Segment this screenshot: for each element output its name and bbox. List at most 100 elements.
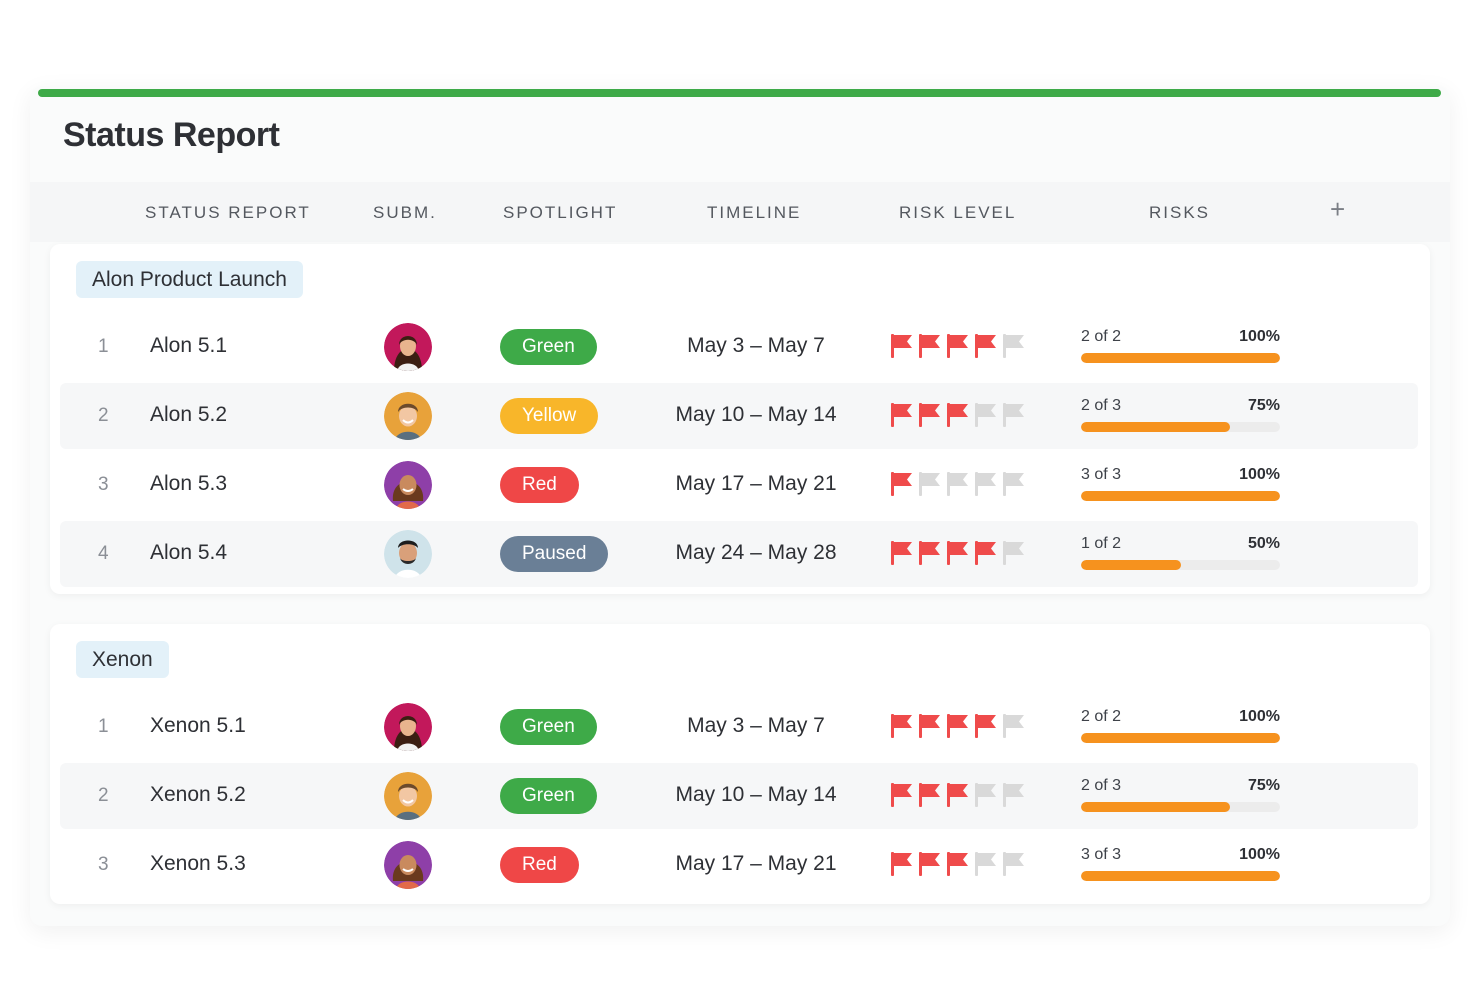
flag-icon bbox=[974, 402, 998, 428]
column-header-timeline[interactable]: TIMELINE bbox=[707, 203, 802, 222]
timeline-range[interactable]: May 3 – May 7 bbox=[687, 334, 825, 357]
timeline-range[interactable]: May 10 – May 14 bbox=[675, 783, 837, 806]
add-column-button[interactable]: + bbox=[1330, 194, 1346, 224]
status-report-name[interactable]: Xenon 5.1 bbox=[150, 714, 246, 737]
flag-icon bbox=[974, 471, 998, 497]
flag-icon bbox=[890, 333, 914, 359]
flag-icon bbox=[890, 851, 914, 877]
flag-icon bbox=[946, 782, 970, 808]
flag-icon bbox=[890, 713, 914, 739]
risk-level-flags[interactable] bbox=[890, 471, 1030, 497]
avatar-woman-1[interactable] bbox=[384, 703, 432, 751]
group-label[interactable]: Alon Product Launch bbox=[76, 261, 303, 298]
status-report-name[interactable]: Alon 5.3 bbox=[150, 472, 228, 495]
risk-level-flags[interactable] bbox=[890, 333, 1030, 359]
timeline-range[interactable]: May 10 – May 14 bbox=[675, 403, 837, 426]
flag-icon bbox=[1002, 471, 1026, 497]
timeline-range[interactable]: May 17 – May 21 bbox=[675, 472, 837, 495]
table-row[interactable]: 3 Xenon 5.3 Red May 17 – May 21 3 of 3 100% bbox=[60, 832, 1418, 898]
spotlight-status-badge[interactable]: Green bbox=[500, 709, 597, 745]
risks-count: 2 of 3 bbox=[1081, 777, 1122, 794]
table-row[interactable]: 2 Alon 5.2 Yellow May 10 – May 14 2 of 3 75% bbox=[60, 383, 1418, 449]
avatar-man-1[interactable] bbox=[384, 772, 432, 820]
timeline-range[interactable]: May 3 – May 7 bbox=[687, 714, 825, 737]
row-number: 3 bbox=[98, 854, 109, 875]
risks-percent: 100% bbox=[1239, 466, 1280, 483]
status-report-card: Status Report STATUS REPORT SUBM. SPOTLI… bbox=[30, 86, 1450, 926]
table-row[interactable]: 1 Alon 5.1 Green May 3 – May 7 2 of 2 100% bbox=[60, 314, 1418, 380]
risk-level-flags[interactable] bbox=[890, 782, 1030, 808]
row-number: 4 bbox=[98, 543, 109, 564]
flag-icon bbox=[1002, 782, 1026, 808]
flag-icon bbox=[974, 713, 998, 739]
risks-progress-fill bbox=[1081, 491, 1280, 501]
row-number: 1 bbox=[98, 336, 109, 357]
flag-icon bbox=[946, 540, 970, 566]
flag-icon bbox=[974, 782, 998, 808]
column-header-submitter[interactable]: SUBM. bbox=[373, 203, 437, 222]
flag-icon bbox=[1002, 540, 1026, 566]
status-report-name[interactable]: Xenon 5.2 bbox=[150, 783, 246, 806]
avatar-man-2[interactable] bbox=[384, 530, 432, 578]
risks-progress-fill bbox=[1081, 560, 1181, 570]
avatar-woman-1[interactable] bbox=[384, 323, 432, 371]
risks-percent: 75% bbox=[1247, 777, 1280, 794]
table-row[interactable]: 2 Xenon 5.2 Green May 10 – May 14 2 of 3 75% bbox=[60, 763, 1418, 829]
risk-level-flags[interactable] bbox=[890, 540, 1030, 566]
table-row[interactable]: 4 Alon 5.4 Paused May 24 – May 28 1 of 2 50% bbox=[60, 521, 1418, 587]
flag-icon bbox=[974, 540, 998, 566]
status-report-name[interactable]: Alon 5.4 bbox=[150, 541, 228, 564]
flag-icon bbox=[890, 402, 914, 428]
risk-level-flags[interactable] bbox=[890, 402, 1030, 428]
flag-icon bbox=[946, 402, 970, 428]
group-label[interactable]: Xenon bbox=[76, 641, 169, 678]
risks-progress-fill bbox=[1081, 802, 1231, 812]
flag-icon bbox=[890, 782, 914, 808]
table-row[interactable]: 1 Xenon 5.1 Green May 3 – May 7 2 of 2 100% bbox=[60, 694, 1418, 760]
risks-progress-fill bbox=[1081, 871, 1280, 881]
risks-progress-bar bbox=[1081, 491, 1280, 501]
flag-icon bbox=[1002, 713, 1026, 739]
risk-level-flags[interactable] bbox=[890, 713, 1030, 739]
spotlight-status-badge[interactable]: Green bbox=[500, 329, 597, 365]
status-report-name[interactable]: Alon 5.1 bbox=[150, 334, 228, 357]
avatar-woman-2[interactable] bbox=[384, 841, 432, 889]
risks-progress-fill bbox=[1081, 353, 1280, 363]
table-row[interactable]: 3 Alon 5.3 Red May 17 – May 21 3 of 3 100% bbox=[60, 452, 1418, 518]
column-header-status-report[interactable]: STATUS REPORT bbox=[145, 203, 311, 222]
spotlight-status-badge[interactable]: Red bbox=[500, 467, 579, 503]
flag-icon bbox=[1002, 851, 1026, 877]
status-report-name[interactable]: Xenon 5.3 bbox=[150, 852, 246, 875]
spotlight-status-badge[interactable]: Red bbox=[500, 847, 579, 883]
risks-percent: 100% bbox=[1239, 328, 1280, 345]
timeline-range[interactable]: May 17 – May 21 bbox=[675, 852, 837, 875]
table-header: STATUS REPORT SUBM. SPOTLIGHT TIMELINE R… bbox=[30, 182, 1450, 242]
risk-level-flags[interactable] bbox=[890, 851, 1030, 877]
row-number: 2 bbox=[98, 405, 109, 426]
flag-icon bbox=[918, 540, 942, 566]
column-header-risks[interactable]: RISKS bbox=[1149, 203, 1211, 222]
spotlight-status-badge[interactable]: Green bbox=[500, 778, 597, 814]
flag-icon bbox=[890, 540, 914, 566]
page-title: Status Report bbox=[63, 116, 280, 154]
risks-percent: 75% bbox=[1247, 397, 1280, 414]
status-report-name[interactable]: Alon 5.2 bbox=[150, 403, 228, 426]
risks-percent: 100% bbox=[1239, 846, 1280, 863]
flag-icon bbox=[918, 402, 942, 428]
group-xenon: Xenon 1 Xenon 5.1 Green May 3 – May 7 2 of 2… bbox=[50, 624, 1430, 904]
status-accent-bar bbox=[38, 89, 1441, 97]
column-header-risk-level[interactable]: RISK LEVEL bbox=[899, 203, 1017, 222]
avatar-man-1[interactable] bbox=[384, 392, 432, 440]
risks-count: 3 of 3 bbox=[1081, 466, 1122, 483]
group-alon-product-launch: Alon Product Launch 1 Alon 5.1 Green May 3 … bbox=[50, 244, 1430, 594]
flag-icon bbox=[918, 471, 942, 497]
risks-count: 2 of 3 bbox=[1081, 397, 1122, 414]
column-header-spotlight[interactable]: SPOTLIGHT bbox=[503, 203, 618, 222]
risks-progress-bar bbox=[1081, 871, 1280, 881]
spotlight-status-badge[interactable]: Paused bbox=[500, 536, 609, 572]
timeline-range[interactable]: May 24 – May 28 bbox=[675, 541, 837, 564]
avatar-woman-2[interactable] bbox=[384, 461, 432, 509]
flag-icon bbox=[946, 471, 970, 497]
spotlight-status-badge[interactable]: Yellow bbox=[500, 398, 599, 434]
risks-progress-bar bbox=[1081, 733, 1280, 743]
